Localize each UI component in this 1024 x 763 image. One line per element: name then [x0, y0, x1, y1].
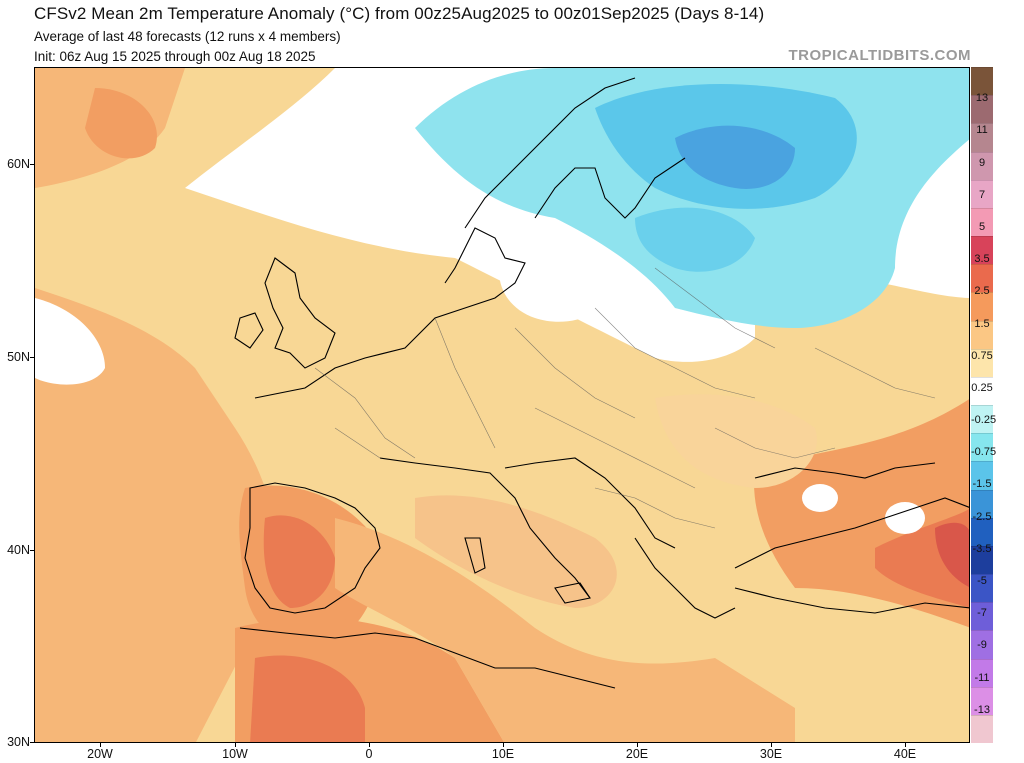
lon-label: 10E	[491, 747, 515, 761]
tick-40e	[905, 743, 906, 747]
lon-label: 30E	[759, 747, 783, 761]
colorbar-label: 9	[978, 156, 986, 169]
colorbar-label: -11	[974, 671, 990, 684]
colorbar-label: -13	[974, 703, 990, 716]
colorbar-label: -7	[977, 607, 987, 620]
colorbar-swatch	[971, 151, 993, 181]
colorbar-label: -9	[977, 639, 987, 652]
tick-30e	[771, 743, 772, 747]
colorbar-label: -2.5	[972, 510, 992, 523]
colorbar-swatch	[971, 292, 993, 321]
colorbar-swatch	[971, 545, 993, 575]
lon-label: 0	[365, 747, 373, 761]
map-title: CFSv2 Mean 2m Temperature Anomaly (°C) f…	[34, 4, 765, 23]
colorbar-label: -0.75	[971, 446, 997, 459]
colorbar-swatch	[971, 320, 993, 350]
tick-20w	[100, 743, 101, 747]
colorbar-swatch	[971, 433, 993, 462]
colorbar-swatch	[971, 630, 993, 659]
tick-10e	[503, 743, 504, 747]
colorbar-swatch	[971, 574, 993, 603]
colorbar-swatch	[971, 123, 993, 152]
colorbar-swatch	[971, 517, 993, 547]
lon-label: 40E	[893, 747, 917, 761]
colorbar-label: -3.5	[972, 542, 992, 555]
colorbar-label: 1.5	[974, 317, 990, 330]
lon-label: 20E	[625, 747, 649, 761]
colorbar-label: -0.25	[971, 414, 997, 427]
colorbar-swatch	[971, 236, 993, 265]
colorbar-label: 2.5	[974, 285, 990, 298]
tick-40n	[30, 550, 34, 551]
colorbar-label: 13	[975, 92, 989, 105]
colorbar-label: 0.25	[971, 381, 993, 394]
lat-label: 30N	[7, 735, 30, 749]
map-subtitle: Average of last 48 forecasts (12 runs x …	[34, 29, 341, 44]
tick-20e	[637, 743, 638, 747]
colorbar-swatch	[971, 686, 993, 716]
tick-50n	[30, 357, 34, 358]
colorbar-swatch	[971, 179, 993, 209]
colorbar-label: 0.75	[971, 349, 993, 362]
colorbar-swatch	[971, 405, 993, 434]
colorbar-swatch	[971, 658, 993, 688]
anomaly-map	[35, 68, 969, 742]
colorbar-label: 11	[976, 124, 988, 137]
init-line: Init: 06z Aug 15 2025 through 00z Aug 18…	[34, 49, 316, 64]
tick-30n	[30, 742, 34, 743]
colorbar-swatch	[971, 95, 993, 124]
colorbar-swatch	[971, 602, 993, 631]
colorbar-swatch	[971, 714, 993, 744]
colorbar-swatch	[971, 348, 993, 378]
tick-10w	[235, 743, 236, 747]
colorbar-label: 3.5	[974, 253, 990, 266]
colorbar-swatch	[971, 461, 993, 490]
colorbar-scale: 13 11 9 7 5 3.5 2.5 1.5 0.75 0.25 -0.25 -0.75 -1.5 -2…	[971, 67, 997, 744]
lat-label: 50N	[7, 350, 30, 364]
brand-watermark: TROPICALTIDBITS.COM	[788, 47, 971, 64]
lon-label: 20W	[87, 747, 113, 761]
colorbar-label: 7	[978, 188, 986, 201]
lat-label: 40N	[7, 543, 30, 557]
lon-label: 10W	[222, 747, 248, 761]
map-panel	[34, 67, 970, 743]
colorbar-label: -1.5	[972, 478, 992, 491]
tick-60n	[30, 164, 34, 165]
colorbar-swatch	[971, 264, 993, 293]
colorbar-swatch	[971, 207, 993, 237]
colorbar-swatch	[971, 489, 993, 519]
tick-0	[369, 743, 370, 747]
colorbar-label: 5	[978, 220, 986, 233]
lat-label: 60N	[7, 157, 30, 171]
colorbar-label: -5	[977, 575, 987, 588]
colorbar-swatch	[971, 376, 993, 406]
colorbar-swatch	[971, 67, 993, 96]
